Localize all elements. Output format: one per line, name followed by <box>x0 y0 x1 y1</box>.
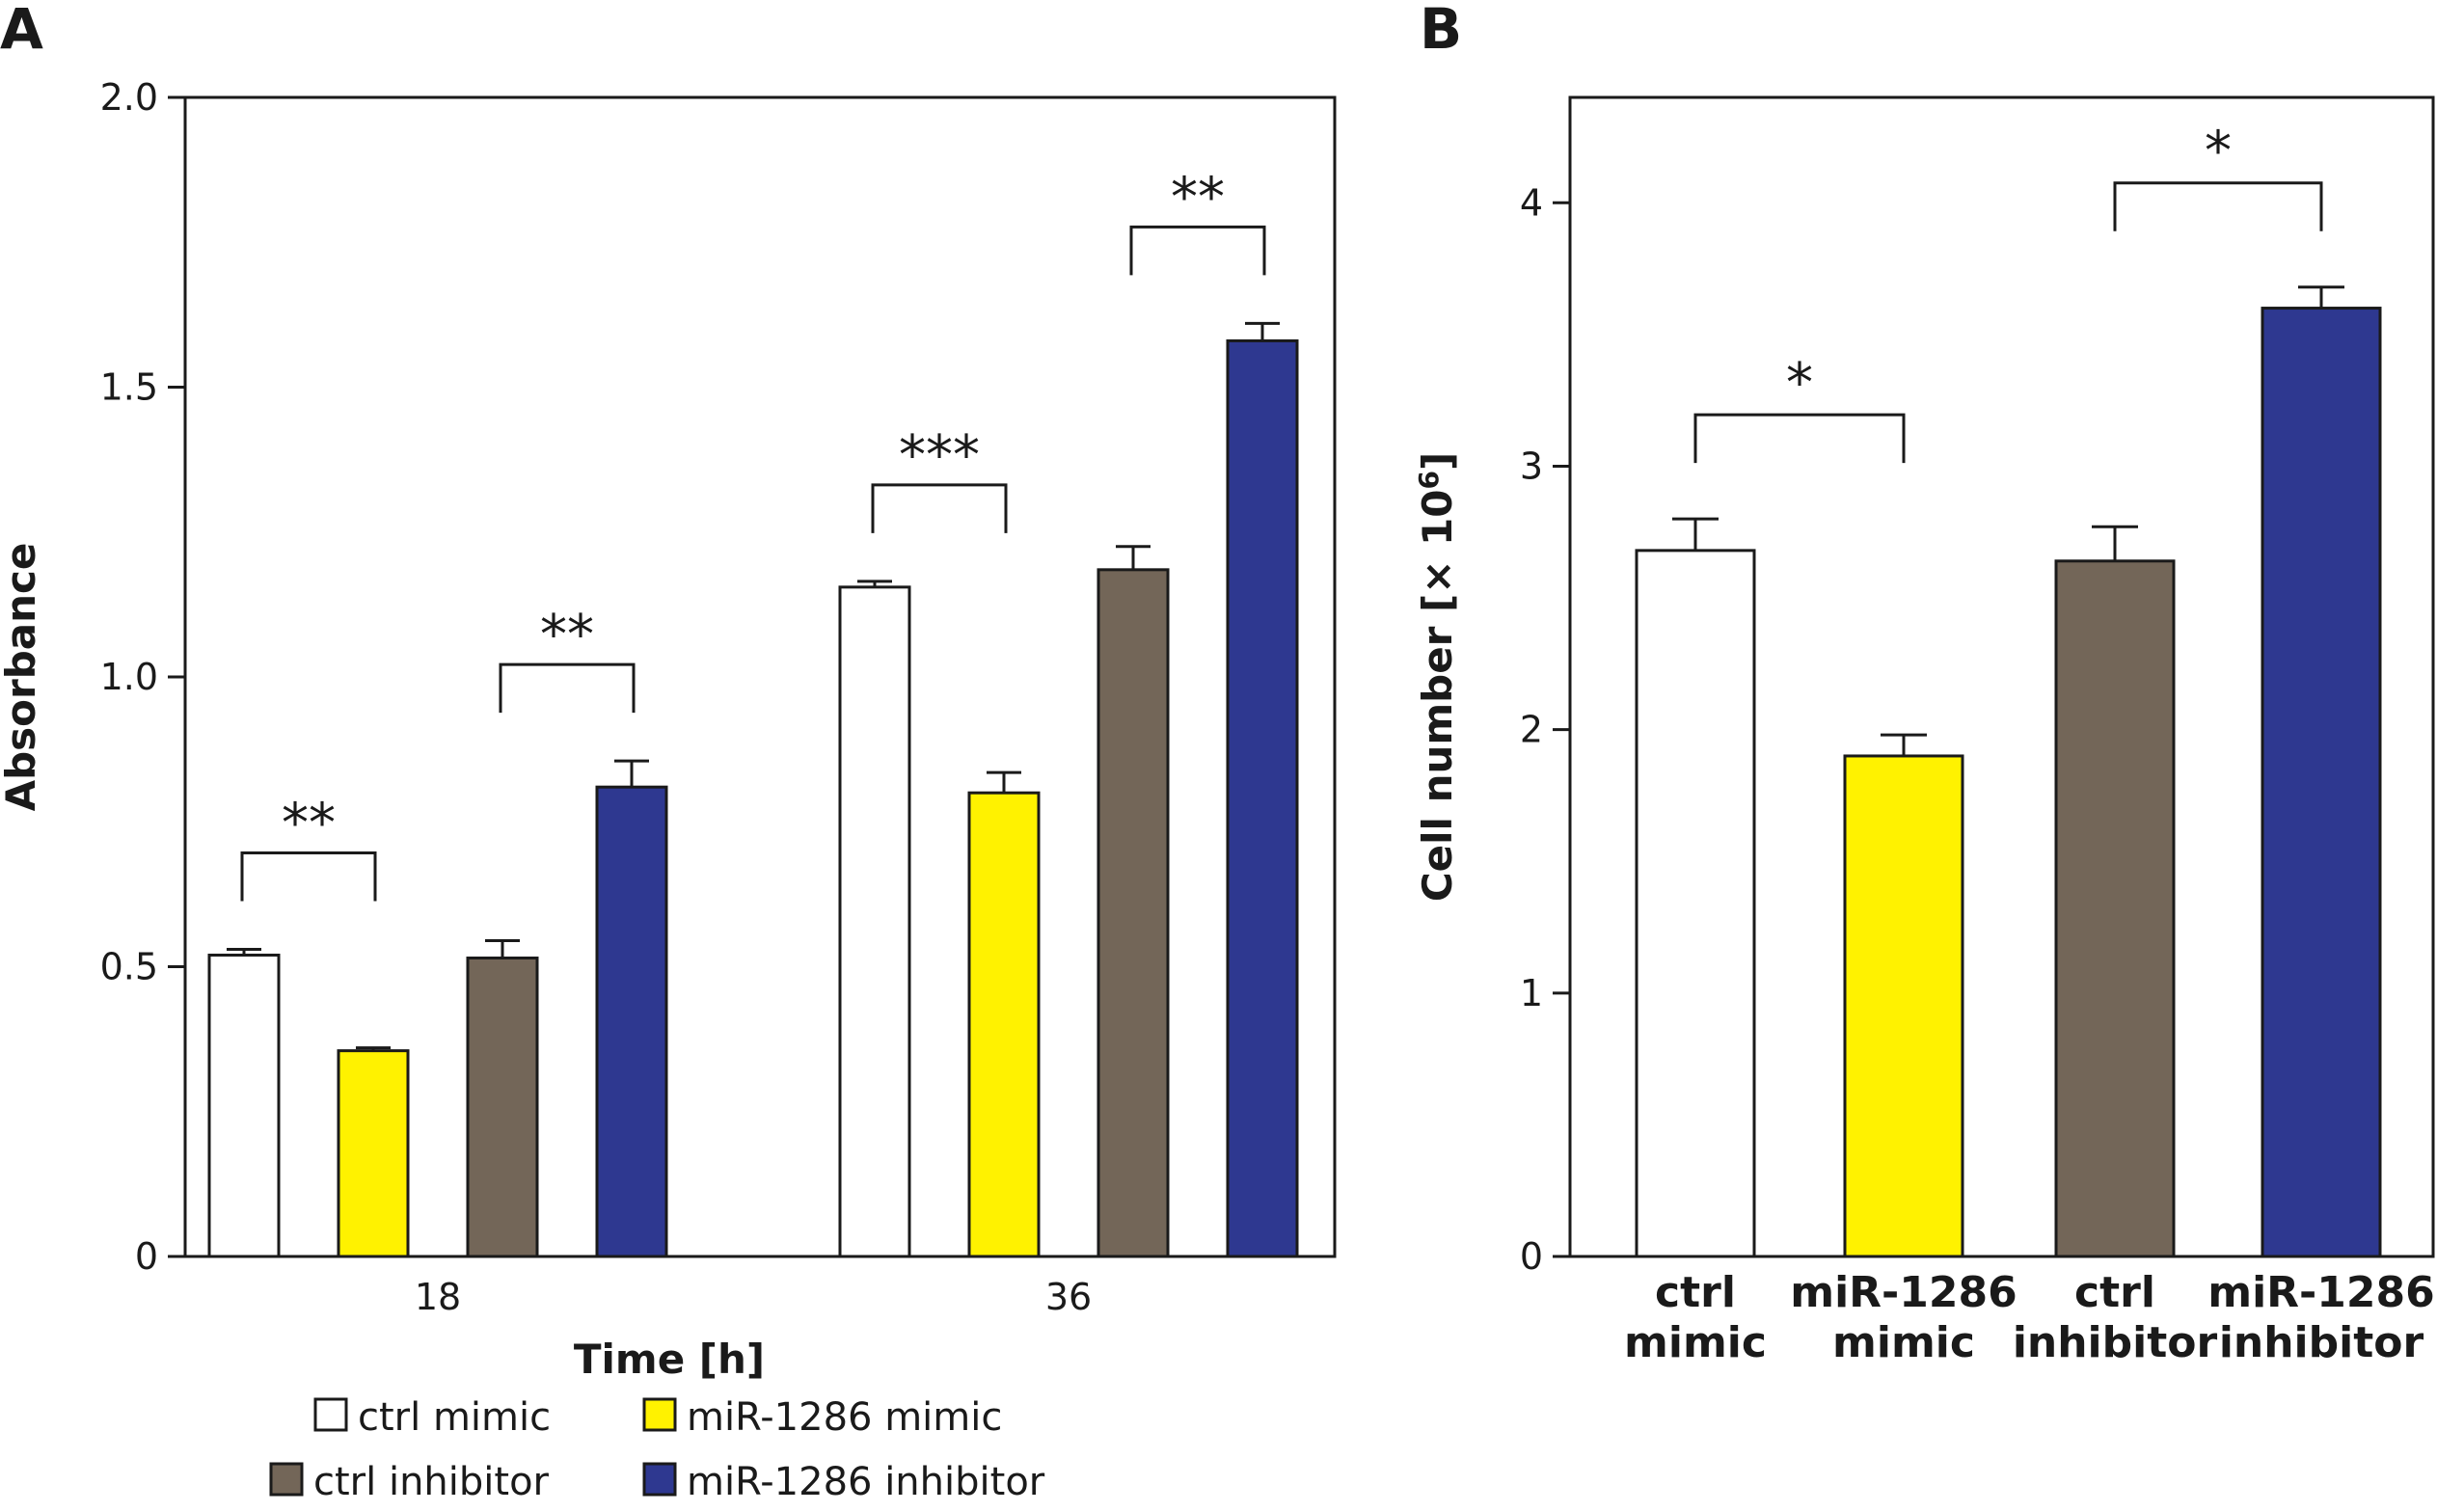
panel-a-y-tick-label: 1.0 <box>100 656 158 698</box>
panel-a-significance-bracket <box>499 662 636 714</box>
panel-b-x-tick-label: inhibitor <box>2013 1318 2218 1367</box>
panel-b-y-ticks: 0 1 2 3 4 <box>1520 181 1570 1278</box>
panel-a-significance-bracket <box>240 850 377 902</box>
panel-a-significance-label: ** <box>1171 166 1225 229</box>
panel-b-bar <box>2261 307 2382 1258</box>
legend-swatch <box>313 1397 348 1432</box>
panel-a-significance-label: *** <box>899 424 980 487</box>
legend-label: miR-1286 inhibitor <box>687 1460 1045 1504</box>
panel-a-bar <box>595 785 668 1258</box>
legend-label: miR-1286 mimic <box>687 1395 1002 1440</box>
panel-a-significance-label: ** <box>282 792 336 854</box>
panel-b-x-tick-label: mimic <box>1624 1318 1767 1367</box>
panel-a-bar <box>838 585 911 1258</box>
panel-b-bar <box>2054 559 2176 1258</box>
panel-a-x-tick-label: 18 <box>415 1276 461 1318</box>
panel-a-significance-label: ** <box>540 604 594 666</box>
panel-a-bar <box>207 953 281 1258</box>
panel-a-letter: A <box>0 0 43 62</box>
panel-b-frame <box>1568 95 2435 1258</box>
legend-swatch <box>269 1462 304 1497</box>
panel-a-y-axis-label: Absorbance <box>0 543 44 812</box>
panel-b-significance-label: * <box>2205 121 2232 183</box>
legend-swatch <box>642 1397 677 1432</box>
panel-b-y-tick-label: 3 <box>1520 445 1543 487</box>
panel-a-x-axis-label: Time [h] <box>574 1336 765 1383</box>
panel-b-y-tick-label: 4 <box>1520 181 1543 224</box>
panel-b-y-tick-label: 1 <box>1520 972 1543 1014</box>
panel-b-x-ticks: ctrlmimicmiR-1286mimicctrlinhibitormiR-1… <box>1624 1268 2435 1367</box>
panel-b-y-tick-label: 2 <box>1520 709 1543 751</box>
panel-a-bar <box>1097 568 1170 1258</box>
panel-b-x-tick-label: miR-1286 <box>1790 1268 2017 1317</box>
panel-b-x-tick-label: inhibitor <box>2219 1318 2424 1367</box>
panel-b-letter: B <box>1420 0 1462 62</box>
panel-a-x-tick-label: 36 <box>1045 1276 1092 1318</box>
panel-b-x-tick-label: miR-1286 <box>2207 1268 2435 1317</box>
panel-b-x-tick-label: ctrl <box>1655 1268 1736 1317</box>
panel-b-x-tick-label: ctrl <box>2074 1268 2155 1317</box>
panel-b-significance-label: * <box>1786 352 1813 415</box>
panel-a-chart: 00.51.01.52.0 ********* 18 36 Absorbance … <box>0 76 1337 1504</box>
legend-label: ctrl mimic <box>358 1395 551 1440</box>
panel-a-significance-bracket <box>1129 225 1266 276</box>
panel-a-bar <box>337 1049 410 1258</box>
panel-a-bars <box>207 321 1299 1258</box>
panel-a-y-ticks: 0 0.5 1.0 1.5 2.0 <box>100 76 185 1278</box>
panel-a-significance: ********* <box>240 166 1266 902</box>
panel-a-legend: ctrl mimic miR-1286 mimic ctrl inhibitor mi… <box>269 1395 1045 1504</box>
panel-a-y-tick-label: 0.5 <box>100 946 158 988</box>
panel-a-significance-bracket <box>871 483 1008 533</box>
legend-label: ctrl inhibitor <box>313 1460 550 1504</box>
panel-b-bar <box>1843 754 1964 1258</box>
panel-a-bar <box>967 791 1041 1258</box>
panel-b-y-axis-label: Cell number [× 106] <box>1413 452 1461 902</box>
panel-b-y-axis-label-end: ] <box>1414 452 1461 471</box>
panel-a-bar <box>466 956 539 1258</box>
panel-b-significance-bracket <box>2113 181 2323 231</box>
panel-a-x-ticks: 18 36 <box>415 1276 1092 1318</box>
panel-b-y-axis-label-exponent: 6 <box>1413 471 1445 489</box>
panel-b-significance: ** <box>1693 121 2323 464</box>
panel-a-y-tick-label: 2.0 <box>100 76 158 119</box>
panel-b-x-tick-label: mimic <box>1832 1318 1975 1367</box>
panel-b-y-tick-label: 0 <box>1520 1235 1543 1278</box>
panel-a-y-tick-label: 1.5 <box>100 366 158 409</box>
panel-a-bar <box>1226 338 1299 1258</box>
panel-a-y-tick-label: 0 <box>135 1235 158 1278</box>
panel-b-bars <box>1635 285 2382 1258</box>
panel-b-bar <box>1635 549 1756 1258</box>
panel-b-significance-bracket <box>1693 413 1906 464</box>
panel-b-y-axis-label-main: Cell number [× 10 <box>1414 490 1461 903</box>
legend-swatch <box>642 1462 677 1497</box>
